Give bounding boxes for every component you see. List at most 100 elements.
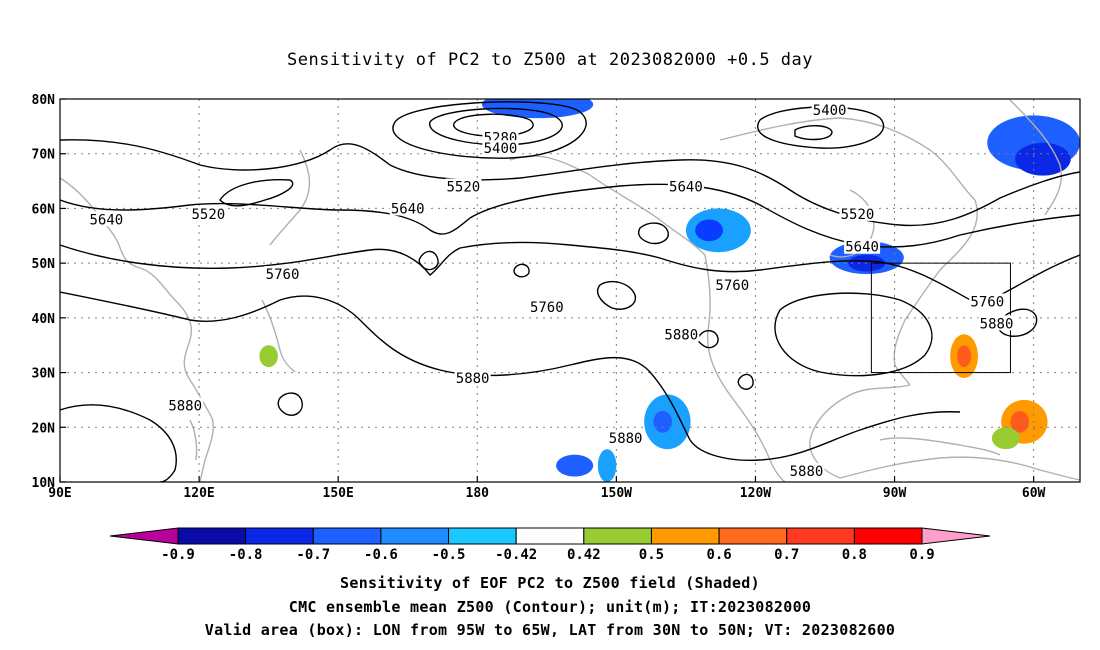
contour-5280 bbox=[429, 107, 563, 146]
contour-loop-h bbox=[637, 222, 669, 245]
contour-label-bg bbox=[607, 430, 644, 446]
lat-tick-label: 10N bbox=[32, 476, 56, 491]
contour-label: 5640 bbox=[845, 240, 879, 256]
contour-label-bg bbox=[811, 101, 848, 117]
colorbar-low-triangle bbox=[109, 527, 179, 545]
colorbar-segment bbox=[312, 527, 382, 545]
shaded-region-10 bbox=[597, 449, 617, 482]
lat-tick-label: 20N bbox=[32, 421, 56, 436]
shaded-region-15 bbox=[991, 427, 1020, 450]
contour-label-bg bbox=[88, 211, 125, 227]
contour-5760 bbox=[60, 241, 1080, 306]
contour-5400-ring bbox=[392, 101, 587, 159]
coastline-asia bbox=[60, 177, 214, 482]
contour-loop-f bbox=[737, 373, 754, 390]
contour-loop-a bbox=[596, 280, 637, 310]
colorbar-label: 0.6 bbox=[706, 547, 731, 563]
contour-label-bg bbox=[978, 315, 1015, 331]
z500-contours bbox=[60, 101, 1080, 482]
colorbar-label: -0.9 bbox=[161, 547, 195, 563]
contour-label-bg bbox=[445, 178, 482, 194]
colorbar-segment bbox=[786, 527, 855, 545]
colorbar-segment bbox=[177, 527, 247, 545]
colorbar-label: 0.8 bbox=[842, 547, 867, 563]
contour-label: 5520 bbox=[192, 207, 226, 223]
caption-line-3: Valid area (box): LON from 95W to 65W, L… bbox=[204, 621, 896, 639]
contour-label: 5760 bbox=[266, 267, 300, 283]
colorbar-label: -0.7 bbox=[296, 547, 330, 563]
coastlines bbox=[60, 99, 1080, 482]
chart-title: Sensitivity of PC2 to Z500 at 2023082000… bbox=[286, 50, 813, 70]
colorbar-label: 0.42 bbox=[567, 547, 601, 563]
lat-tick-label: 50N bbox=[32, 257, 56, 272]
contour-5880-west bbox=[60, 404, 177, 482]
contour-label-bg bbox=[788, 463, 825, 479]
shaded-region-14 bbox=[1010, 410, 1029, 433]
contour-label-bg bbox=[714, 277, 751, 293]
contour-label: 5880 bbox=[456, 371, 490, 387]
lon-tick-label: 120W bbox=[740, 486, 771, 501]
colorbar-segment bbox=[515, 527, 585, 545]
colorbar-segment bbox=[245, 527, 314, 545]
lon-tick-label: 180 bbox=[466, 486, 490, 501]
contour-label: 5760 bbox=[970, 294, 1004, 310]
colorbar-label: -0.5 bbox=[432, 547, 466, 563]
coastline-kamchatka bbox=[269, 149, 311, 246]
shaded-region-4 bbox=[695, 219, 723, 242]
contour-label-bg bbox=[264, 266, 301, 282]
coastline-canada-north bbox=[719, 117, 976, 201]
contour-5400-small bbox=[794, 125, 833, 141]
contour-label: 5880 bbox=[790, 464, 824, 480]
colorbar-label: 0.5 bbox=[639, 547, 664, 563]
shaded-region-8 bbox=[653, 410, 673, 433]
contour-label-bg bbox=[454, 370, 491, 386]
colorbar-segment bbox=[448, 527, 517, 545]
colorbar-segment bbox=[583, 527, 652, 545]
contour-label: 5640 bbox=[669, 180, 703, 196]
contour-label-bg bbox=[528, 298, 565, 314]
contour-label-bg bbox=[167, 397, 204, 413]
shaded-region-9 bbox=[556, 454, 594, 477]
axis-ticks: 90E 120E 150E 180 150W 120W 90W 60W 80N 70N 60N 50N… bbox=[32, 93, 1046, 501]
colorbar-segment bbox=[718, 527, 788, 545]
gridlines bbox=[60, 99, 1080, 482]
colorbar-label: -0.42 bbox=[495, 547, 537, 563]
coastline-north-america-west bbox=[704, 254, 786, 482]
coastline-philippines bbox=[189, 419, 198, 461]
lon-tick-label: 150W bbox=[601, 486, 632, 501]
contour-label-bg bbox=[389, 200, 426, 216]
contour-label: 5520 bbox=[447, 180, 481, 196]
contour-label-bg bbox=[667, 178, 704, 194]
contour-5880 bbox=[60, 291, 961, 462]
lon-tick-label: 150E bbox=[323, 486, 354, 501]
contour-label: 5880 bbox=[609, 431, 643, 447]
contour-label: 5880 bbox=[664, 327, 698, 343]
coastline-gulf bbox=[809, 384, 911, 479]
contour-5520-loop bbox=[219, 178, 294, 207]
contour-label-bg bbox=[190, 205, 227, 221]
colorbar-label: -0.8 bbox=[229, 547, 263, 563]
contour-label: 5520 bbox=[841, 207, 875, 223]
colorbar: -0.9 -0.8 -0.7 -0.6 -0.5 -0.42 0.42 0.5 0.6 0.7 0.… bbox=[109, 527, 991, 563]
colorbar-segment bbox=[380, 527, 450, 545]
caption-line-2: CMC ensemble mean Z500 (Contour); unit(m… bbox=[288, 598, 812, 616]
caption-line-1: Sensitivity of EOF PC2 to Z500 field (Sh… bbox=[340, 574, 760, 592]
shaded-region-0 bbox=[481, 99, 594, 119]
contour-label: 5760 bbox=[530, 300, 564, 316]
lat-tick-label: 40N bbox=[32, 312, 56, 327]
shaded-region-12 bbox=[957, 345, 972, 368]
contour-loop-e bbox=[513, 263, 530, 278]
shaded-region-2 bbox=[1015, 142, 1071, 176]
contour-label: 5880 bbox=[980, 316, 1014, 332]
lon-tick-label: 90W bbox=[883, 486, 907, 501]
lat-tick-label: 70N bbox=[32, 148, 56, 163]
colorbar-segment bbox=[650, 527, 720, 545]
contour-label: 5400 bbox=[484, 141, 518, 157]
contour-label: 5400 bbox=[813, 103, 847, 119]
contour-5280-inner bbox=[452, 113, 534, 137]
shaded-region-16 bbox=[259, 345, 278, 368]
sensitivity-shading bbox=[259, 99, 1080, 482]
map-frame bbox=[59, 98, 1081, 483]
